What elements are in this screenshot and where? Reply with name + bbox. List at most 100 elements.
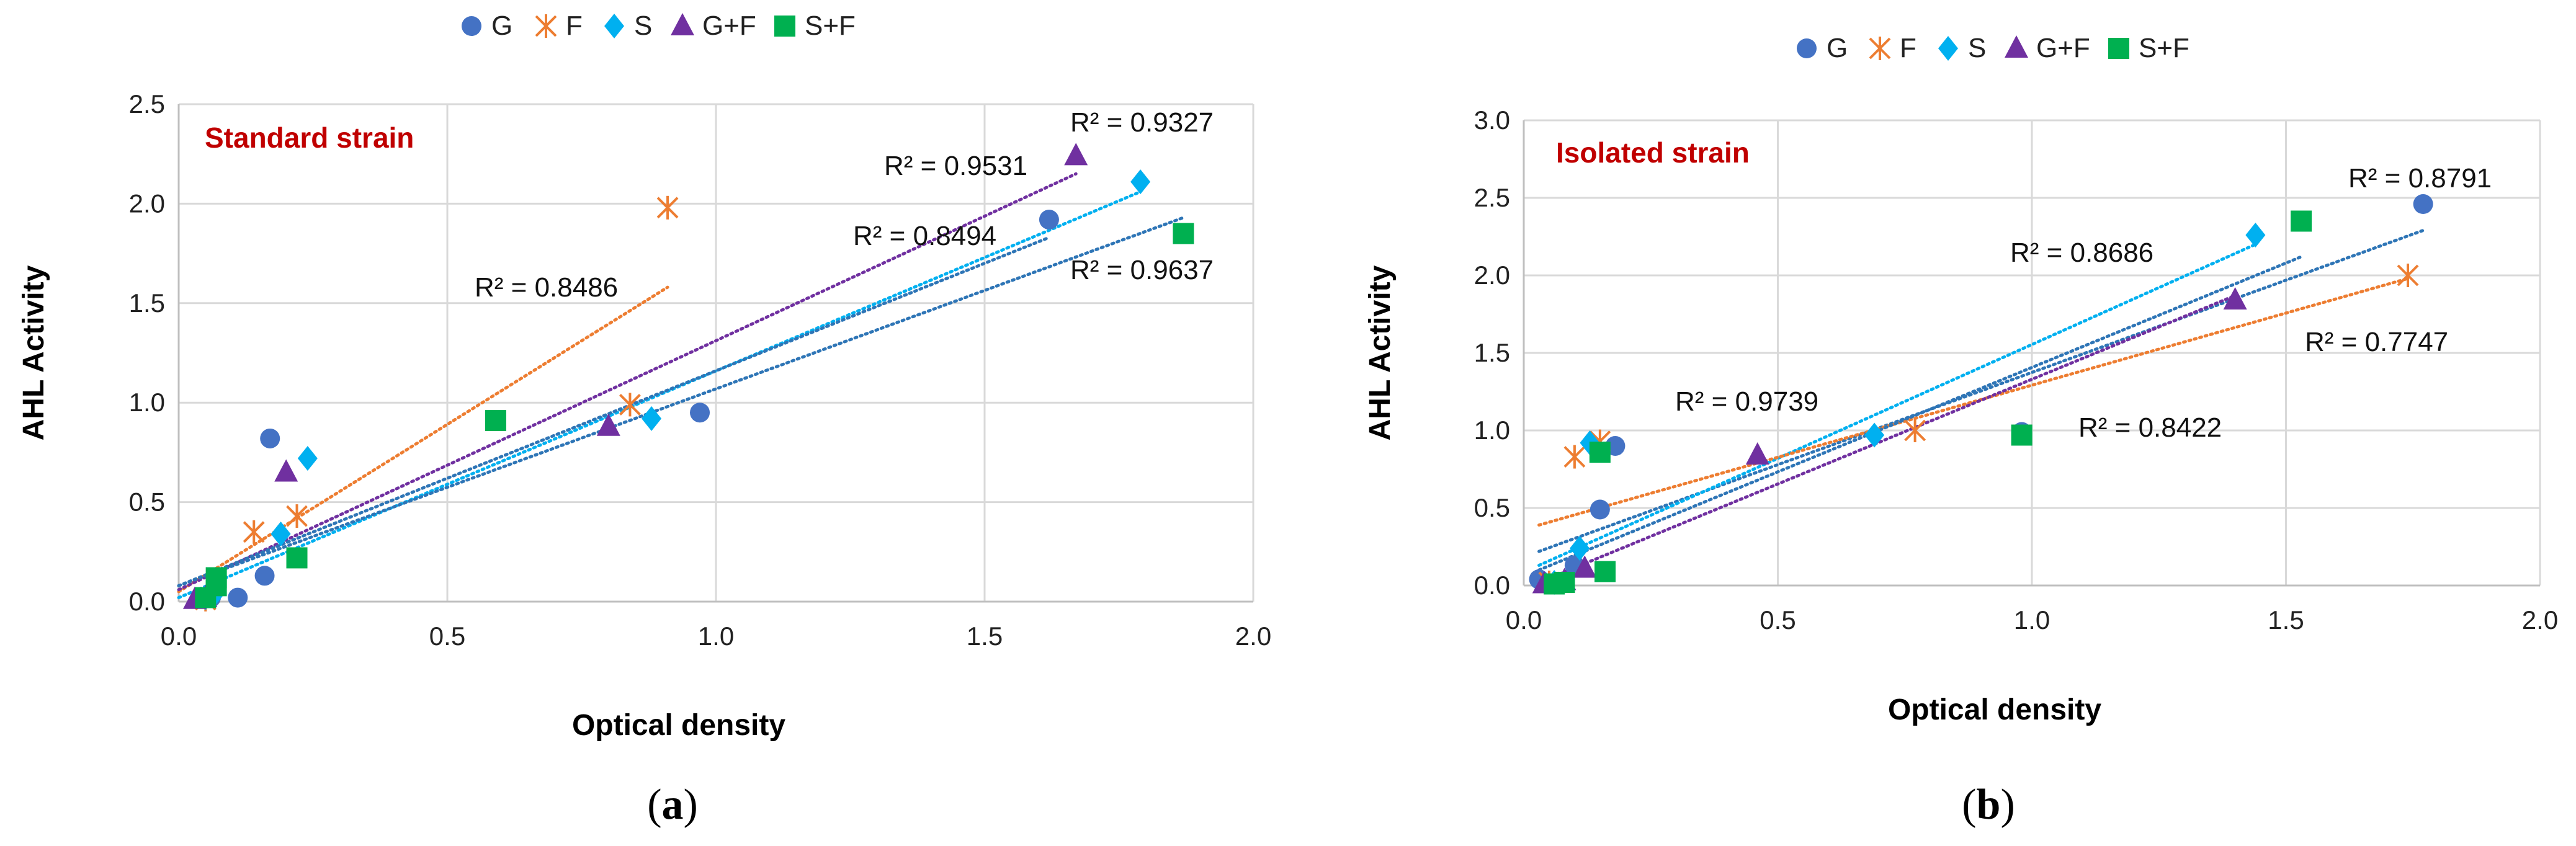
legend-marker <box>1938 36 1958 61</box>
r2-label: R² = 0.7747 <box>2305 327 2448 357</box>
legend-marker <box>462 16 481 36</box>
x-tick-label: 2.0 <box>1235 621 1271 651</box>
caption-letter: b <box>1977 781 2001 829</box>
data-point <box>2245 223 2266 247</box>
legend-label: F <box>1900 33 1916 63</box>
caption-open-paren: ( <box>647 781 661 829</box>
y-tick-label: 0.5 <box>1474 493 1510 522</box>
trendline-s-plus-f <box>177 216 1185 587</box>
y-tick-label: 0.0 <box>129 587 165 616</box>
x-tick-label: 0.0 <box>1506 605 1542 634</box>
data-point <box>1570 536 1590 561</box>
legend-item: S <box>604 11 652 41</box>
caption-letter: a <box>662 781 684 829</box>
x-tick-label: 0.5 <box>1760 605 1796 634</box>
y-axis-title: AHL Activity <box>17 265 50 440</box>
data-point <box>1064 143 1088 166</box>
y-tick-label: 0.5 <box>129 488 165 517</box>
data-point <box>286 504 308 528</box>
legend-marker <box>2005 35 2028 58</box>
data-point <box>1173 223 1194 244</box>
data-point <box>1589 442 1611 463</box>
y-tick-label: 2.0 <box>1474 260 1510 290</box>
legend-item: G+F <box>671 11 756 41</box>
legend-marker <box>2108 38 2129 59</box>
data-point <box>1573 555 1597 578</box>
data-point <box>656 195 679 220</box>
data-point <box>1594 561 1616 582</box>
y-tick-label: 1.0 <box>129 388 165 417</box>
y-tick-label: 1.0 <box>1474 416 1510 445</box>
legend-label: G <box>491 11 512 41</box>
trendline-g <box>177 236 1051 587</box>
strain-annotation: Isolated strain <box>1556 136 1750 169</box>
r2-label: R² = 0.8494 <box>853 221 996 251</box>
data-point <box>1554 572 1575 593</box>
data-point <box>2291 210 2312 232</box>
legend-label: S <box>1968 33 1986 63</box>
chart-panel-b: 0.0 0.5 1.0 1.5 2.0 2.5 3.0 0.0 0.5 1.0 1.5 2.0 Opti… <box>1364 33 2558 829</box>
legend-label: S <box>634 11 652 41</box>
data-point <box>271 521 291 546</box>
data-point <box>243 520 265 544</box>
data-point <box>2223 287 2247 309</box>
y-tick-label: 2.0 <box>129 189 165 218</box>
data-point <box>485 410 506 432</box>
legend: G F S G+F S+F <box>462 11 856 41</box>
data-point <box>690 403 710 423</box>
caption-close-paren: ) <box>2000 781 2015 829</box>
series-s-plus-f <box>195 223 1194 608</box>
data-point <box>596 413 620 436</box>
chart-panel-a: 0.0 0.5 1.0 1.5 2.0 2.5 0.0 0.5 1.0 1.5 2.0 Optical… <box>17 11 1271 829</box>
r2-label: R² = 0.8686 <box>2010 238 2153 268</box>
series-s-plus-f <box>1544 210 2312 595</box>
strain-annotation: Standard strain <box>205 122 414 154</box>
x-tick-label: 0.5 <box>429 621 465 651</box>
data-point <box>2011 424 2033 446</box>
legend-label: G <box>1827 33 1848 63</box>
legend-marker <box>1869 37 1891 60</box>
r2-label: R² = 0.9637 <box>1070 255 1214 285</box>
data-point <box>1590 499 1610 520</box>
data-point <box>642 406 662 431</box>
r2-label: R² = 0.8422 <box>2078 412 2222 443</box>
x-axis-title: Optical density <box>1888 693 2101 726</box>
x-tick-label: 1.0 <box>698 621 734 651</box>
legend-marker <box>774 16 795 37</box>
legend-item: F <box>535 11 583 41</box>
legend-label: S+F <box>2139 33 2189 63</box>
legend-label: F <box>566 11 583 41</box>
y-tick-label: 0.0 <box>1474 571 1510 600</box>
legend-item: F <box>1869 33 1916 63</box>
data-point <box>205 575 227 597</box>
legend-label: S+F <box>805 11 856 41</box>
r2-label: R² = 0.9739 <box>1675 386 1818 417</box>
data-point <box>274 459 298 482</box>
data-point <box>1745 442 1769 465</box>
data-point <box>1039 210 1059 230</box>
trendline-s <box>177 190 1142 600</box>
legend-marker <box>535 14 557 38</box>
trendline-g-plus-f <box>1537 294 2237 584</box>
legend-item: G <box>462 11 512 41</box>
panel-caption: (b) <box>1962 781 2015 829</box>
legend-marker <box>1797 38 1817 58</box>
data-point <box>286 547 308 569</box>
data-point <box>2397 264 2419 287</box>
legend-marker <box>604 14 624 38</box>
legend: G F S G+F S+F <box>1797 33 2189 63</box>
legend-item: S+F <box>2108 33 2189 63</box>
legend-marker <box>671 13 694 35</box>
r2-label: R² = 0.8486 <box>475 272 618 303</box>
legend-item: G+F <box>2005 33 2090 63</box>
y-tick-label: 1.5 <box>129 288 165 318</box>
trendline-s-plus-f <box>1537 255 2303 572</box>
x-tick-label: 2.0 <box>2522 605 2558 634</box>
trendline-f <box>177 285 669 594</box>
legend-item: S+F <box>774 11 856 41</box>
series-s <box>1544 223 2266 595</box>
y-tick-label: 2.5 <box>1474 183 1510 212</box>
y-tick-label: 3.0 <box>1474 105 1510 135</box>
trendline-g <box>1537 229 2425 553</box>
